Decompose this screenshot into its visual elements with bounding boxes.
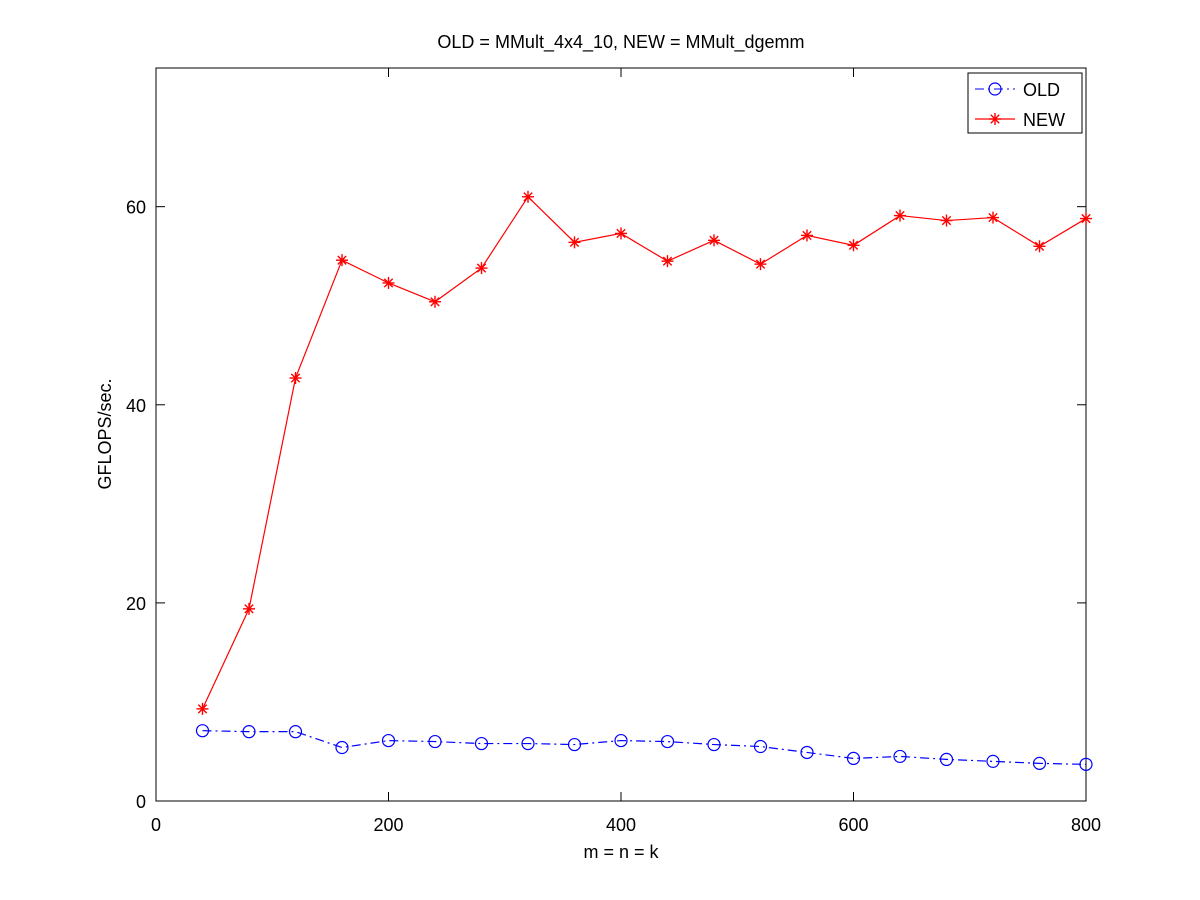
- y-tick-label: 60: [126, 198, 146, 218]
- x-tick-label: 400: [606, 815, 636, 835]
- series-old-point: [521, 736, 535, 751]
- series-old-point: [939, 752, 954, 766]
- y-tick-label: 20: [126, 594, 146, 614]
- series-old-point: [474, 736, 489, 751]
- series-new-point: [615, 227, 627, 240]
- series-old-point: [846, 751, 861, 766]
- series-new-point: [243, 602, 255, 615]
- legend-box: [967, 72, 1083, 134]
- series-new-point: [475, 262, 488, 275]
- series-old-point: [660, 734, 675, 749]
- series-old-point: [195, 724, 210, 738]
- legend-new-marker: [989, 113, 1001, 125]
- series-old-point: [1032, 756, 1047, 770]
- series-old-point: [288, 725, 303, 739]
- legend-new-label: NEW: [1023, 110, 1065, 130]
- x-axis-label: m = n = k: [583, 842, 659, 862]
- series-new-point: [940, 214, 953, 227]
- series-new-point: [801, 229, 813, 242]
- plot-area: [155, 67, 1087, 802]
- series-old-point: [428, 734, 442, 749]
- legend: OLD NEW: [967, 72, 1083, 134]
- series-new-point: [894, 209, 906, 222]
- series-new-point: [1033, 240, 1046, 253]
- series-old-line: [202, 730, 1087, 765]
- chart-title: OLD = MMult_4x4_10, NEW = MMult_dgemm: [437, 32, 804, 53]
- series-old-point: [567, 737, 582, 752]
- series-new-line: [201, 195, 1087, 710]
- y-tick-label: 0: [136, 792, 146, 812]
- series-new-point: [196, 702, 209, 715]
- series-old-point: [707, 737, 721, 752]
- series-old-point: [614, 733, 628, 748]
- series-new-point: [336, 254, 348, 267]
- series-new-point: [429, 295, 441, 308]
- series-new-point: [289, 372, 302, 385]
- x-tick-label: 600: [838, 815, 868, 835]
- series-old-point: [1079, 757, 1093, 771]
- series-old-point: [242, 725, 256, 739]
- series-new-point: [522, 190, 534, 203]
- series-new-point: [847, 239, 860, 252]
- x-tick-label: 0: [151, 815, 161, 835]
- series-old-point: [381, 733, 396, 748]
- series-old-point: [986, 754, 1000, 768]
- series-new-point: [987, 211, 999, 224]
- x-tick-label: 200: [373, 815, 403, 835]
- series-new-point: [754, 258, 767, 271]
- series-new-point: [1080, 212, 1092, 225]
- axis-ticks: 0 200 400 600 800 0 20 40 60: [126, 68, 1101, 835]
- series-new-point: [568, 236, 581, 249]
- series-old-point: [753, 739, 768, 754]
- series-new-point: [708, 234, 720, 247]
- legend-old-label: OLD: [1023, 80, 1060, 100]
- series-old-point: [335, 740, 349, 755]
- y-axis-label: GFLOPS/sec.: [95, 378, 115, 489]
- series-layer: [195, 190, 1093, 771]
- series-new-point: [382, 276, 395, 289]
- series-new-point: [661, 255, 674, 268]
- series-old-point: [893, 749, 907, 764]
- y-tick-label: 40: [126, 396, 146, 416]
- series-old-point: [800, 745, 814, 760]
- legend-old-marker: [988, 82, 1002, 96]
- x-tick-label: 800: [1071, 815, 1101, 835]
